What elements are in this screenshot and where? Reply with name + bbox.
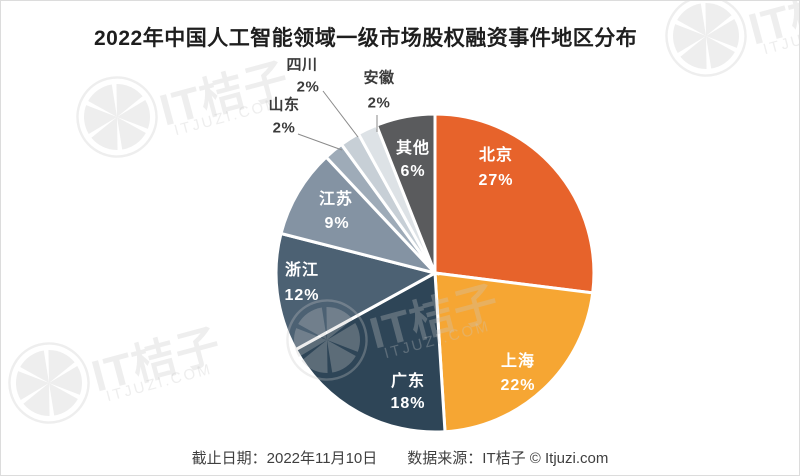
footer-source: 数据来源：IT桔子 © Itjuzi.com	[407, 450, 609, 467]
leader-line-sichuan	[322, 90, 359, 138]
pie-slice-guangdong	[293, 270, 447, 434]
chart-footer: 截止日期：2022年11月10日 数据来源：IT桔子 © Itjuzi.com	[1, 447, 799, 468]
chart-title: 2022年中国人工智能领域一级市场股权融资事件地区分布	[94, 27, 638, 50]
pie-slice-zhejiang	[274, 231, 440, 352]
pie-slice-jiangsu	[279, 154, 440, 276]
leader-line-shandong	[297, 133, 343, 151]
footer-deadline: 截止日期：2022年11月10日	[191, 450, 378, 467]
pie-slice-shanghai	[433, 271, 595, 434]
pie-slice-beijing	[433, 112, 596, 295]
